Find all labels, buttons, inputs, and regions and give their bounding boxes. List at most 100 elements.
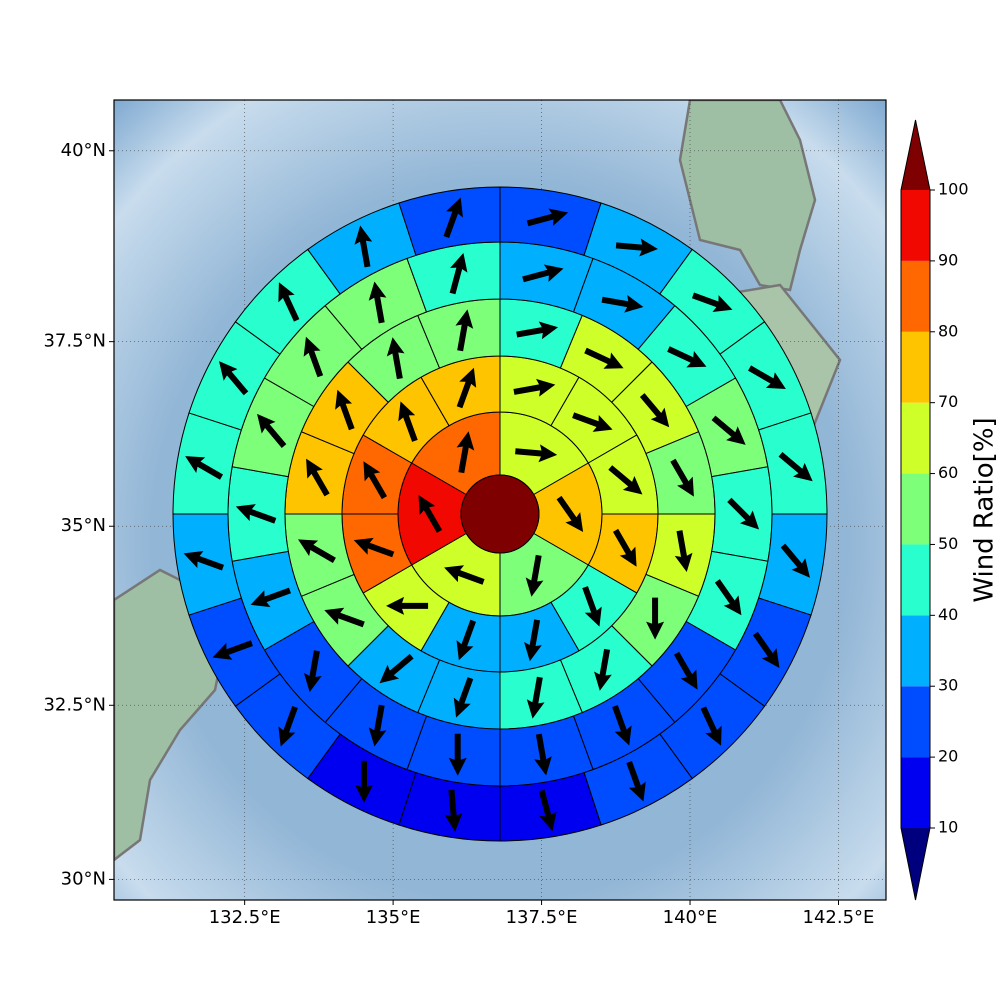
wind-arrow — [386, 337, 405, 380]
wind-arrow — [556, 495, 584, 533]
wind-arrow — [513, 378, 556, 397]
wind-arrow — [448, 733, 467, 776]
wind-arrow — [303, 336, 324, 378]
wind-arrow — [524, 619, 542, 662]
colorbar-under — [901, 828, 930, 900]
plot-frame — [113, 99, 887, 901]
wind-arrow — [674, 530, 693, 573]
wind-arrow — [780, 543, 810, 578]
wind-arrow — [714, 579, 742, 616]
wind-arrow — [646, 597, 665, 640]
wind-arrow — [752, 631, 780, 668]
wind-arrow — [354, 225, 373, 268]
wind-arrow — [612, 528, 637, 567]
y-tick-label: 32.5°N — [43, 694, 106, 715]
wind-arrow — [522, 264, 564, 283]
wind-arrow — [534, 733, 552, 776]
wind-arrow — [278, 705, 298, 747]
colorbar-over — [901, 120, 930, 190]
y-tick-label: 40°N — [61, 140, 106, 161]
wind-arrow — [601, 294, 644, 313]
wind-arrow — [212, 640, 253, 660]
wind-arrow — [235, 504, 277, 524]
wind-arrow — [443, 197, 463, 239]
wind-arrow — [444, 565, 485, 585]
colorbar-bin — [901, 260, 930, 332]
x-tick-label: 135°E — [366, 907, 421, 928]
wind-arrow — [612, 705, 632, 746]
wind-arrow — [250, 587, 292, 608]
wind-arrow — [626, 761, 646, 802]
wind-arrow — [379, 653, 414, 684]
wind-arrow — [538, 789, 557, 832]
colorbar-tick-label: 10 — [938, 818, 958, 837]
colorbar-tick-label: 90 — [938, 250, 958, 269]
colorbar-tick-label: 70 — [938, 392, 958, 411]
wind-arrow — [306, 458, 330, 497]
colorbar-tick-label: 50 — [938, 534, 958, 553]
y-tick-label: 37.5°N — [43, 331, 106, 352]
wind-arrow — [526, 676, 545, 719]
wind-arrow — [778, 451, 813, 482]
wind-arrow — [456, 619, 477, 661]
wind-arrow — [748, 365, 786, 390]
wind-arrow — [298, 539, 336, 563]
wind-arrow — [673, 651, 698, 690]
x-tick-label: 140°E — [663, 907, 718, 928]
wind-arrow — [368, 704, 387, 747]
x-tick-label: 132.5°E — [209, 907, 281, 928]
colorbar-tick-label: 40 — [938, 605, 958, 624]
wind-arrow — [335, 389, 355, 431]
colorbar-bin — [901, 473, 930, 545]
wind-arrow — [667, 346, 707, 368]
wind-arrow — [608, 465, 643, 495]
wind-arrow — [455, 309, 474, 352]
wind-arrow — [324, 607, 365, 628]
wind-arrow — [727, 497, 760, 530]
colorbar-bin — [901, 615, 930, 687]
y-tick-label: 35°N — [61, 515, 106, 536]
wind-arrow — [363, 461, 388, 500]
colorbar-label: Wind Ratio[%] — [970, 417, 1000, 602]
wind-arrow — [453, 677, 474, 718]
wind-arrow — [584, 347, 624, 369]
colorbar-bin — [901, 757, 930, 828]
wind-arrow — [670, 458, 694, 497]
wind-arrow — [303, 650, 322, 693]
wind-arrow — [278, 282, 300, 322]
colorbar-tick-label: 30 — [938, 676, 958, 695]
wind-arrow — [691, 292, 733, 313]
wind-arrow — [449, 252, 468, 295]
wind-rings — [172, 186, 828, 842]
wind-arrow — [386, 596, 429, 615]
wind-arrow — [711, 415, 746, 445]
colorbar-bin — [901, 686, 930, 758]
wind-arrow — [456, 431, 475, 474]
wind-arrow — [526, 208, 569, 227]
colorbar-bin — [901, 544, 930, 616]
wind-arrow — [639, 393, 670, 428]
colorbar-tick-label: 100 — [938, 180, 969, 199]
wind-arrow — [456, 367, 477, 409]
wind-arrow — [594, 648, 612, 691]
wind-arrow — [183, 551, 225, 571]
wind-arrow — [525, 554, 544, 597]
colorbar-bin — [901, 331, 930, 403]
wind-arrow — [257, 413, 287, 448]
wind-arrow — [219, 361, 249, 396]
colorbar-tick-label: 80 — [938, 321, 958, 340]
colorbar-tick-label: 60 — [938, 463, 958, 482]
wind-arrow — [418, 494, 443, 533]
wind-arrow — [700, 706, 722, 746]
colorbar-bin — [901, 402, 930, 474]
wind-arrow — [185, 456, 224, 480]
wind-arrow — [515, 444, 558, 463]
wind-arrow — [516, 321, 559, 340]
wind-arrow — [444, 789, 463, 832]
wind-arrow — [615, 238, 658, 257]
colorbar-bin — [901, 190, 930, 261]
wind-arrow — [353, 537, 395, 558]
wind-arrow — [398, 401, 418, 442]
y-tick-label: 30°N — [61, 868, 106, 889]
